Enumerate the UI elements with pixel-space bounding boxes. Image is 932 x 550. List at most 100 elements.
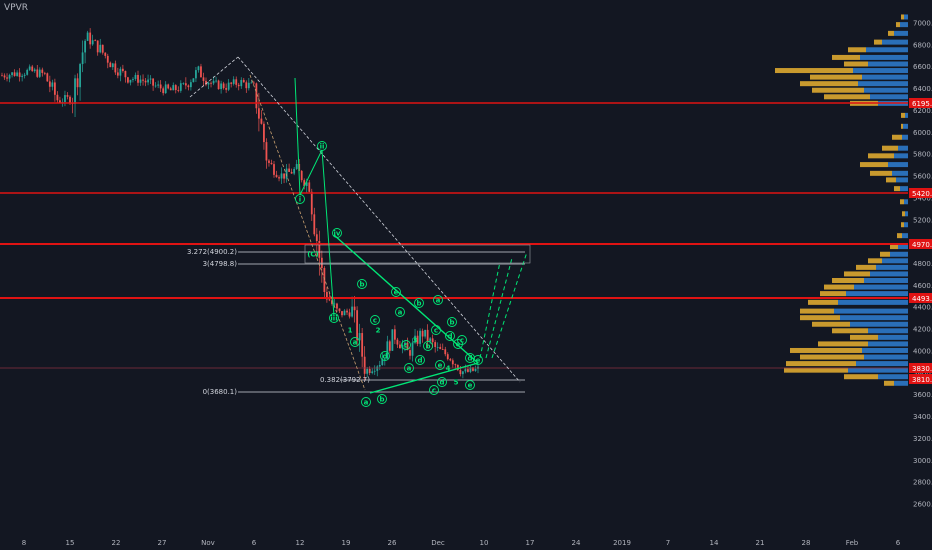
candle-body <box>242 79 245 83</box>
vp-bar-up <box>870 94 908 100</box>
vp-bar-up <box>905 211 908 217</box>
candle-body <box>260 118 263 124</box>
candle-body <box>48 81 51 87</box>
vp-bar-down <box>886 177 896 183</box>
price-axis[interactable]: 7000.0 6800.0 6600.0 6400.0 6200.0 6000.0 5800… <box>913 19 932 508</box>
candle-body <box>288 168 291 172</box>
vp-bar-down <box>824 284 854 290</box>
indicator-label[interactable]: VPVR <box>4 3 28 13</box>
vp-bar-down <box>900 199 904 205</box>
vp-bar-up <box>905 112 908 118</box>
x-tick-label: 8 <box>22 539 26 547</box>
vp-bar-up <box>902 233 908 239</box>
vp-bar-up <box>850 321 908 327</box>
y-tick-label: 6200.0 <box>913 107 932 115</box>
x-tick-label: 7 <box>666 539 670 547</box>
vp-bar-up <box>846 291 908 297</box>
vp-bar-down <box>820 291 846 297</box>
vp-bar-up <box>900 186 908 192</box>
fib-lines: 3.272(4900.2) 3(4798.8) 0.382(3792.7) 0(… <box>187 248 525 396</box>
vp-bar-up <box>840 315 908 321</box>
candle-body <box>441 349 444 350</box>
x-tick-label: 28 <box>802 539 811 547</box>
candle-body <box>114 63 117 73</box>
candle-body <box>356 310 359 341</box>
vp-bar-up <box>864 354 908 360</box>
candle-body <box>449 359 452 361</box>
candle-body <box>371 371 374 373</box>
candle-body <box>96 40 99 53</box>
candle-body <box>373 370 376 372</box>
candle-body <box>366 368 369 374</box>
vp-bar-down <box>812 87 864 93</box>
candle-body <box>331 300 333 304</box>
vp-bar-down <box>850 334 878 340</box>
candle-body <box>121 68 124 72</box>
y-tick-label: 4800.0 <box>913 260 932 268</box>
candle-body <box>265 142 268 161</box>
time-axis[interactable]: 8 15 22 27 Nov 6 12 19 26 Dec 10 17 24 2019 7 14 21 28 Feb… <box>22 539 901 547</box>
vp-bar-down <box>800 315 840 321</box>
candle-body <box>36 69 39 77</box>
candle-body <box>137 74 139 83</box>
candle-body <box>89 32 92 45</box>
wave-label: b <box>425 343 430 351</box>
vp-bar-down <box>880 251 890 257</box>
y-tick-label: 6800.0 <box>913 41 932 49</box>
candle-body <box>132 78 134 80</box>
vp-bar-up <box>904 14 908 20</box>
candle-body <box>454 364 457 366</box>
vp-bar-up <box>903 123 908 129</box>
vp-bar-down <box>874 39 882 45</box>
candle-body <box>1 75 3 77</box>
wave-label-circle <box>457 335 467 345</box>
candle-body <box>399 344 401 349</box>
price-tag-current-text: 3830.0 <box>912 365 932 373</box>
x-tick-label: 6 <box>252 539 257 547</box>
vp-bar-down <box>844 61 868 67</box>
candle-body <box>325 291 328 300</box>
candle-body <box>6 77 8 79</box>
candle-body <box>429 338 432 342</box>
candle-body <box>444 349 447 355</box>
candle-body <box>252 82 255 84</box>
candle-body <box>431 338 434 343</box>
level-tag-5420-text: 5420.0 <box>912 190 932 198</box>
vp-bar-down <box>860 162 888 168</box>
vp-bar-down <box>902 211 905 217</box>
candle-body <box>421 330 424 337</box>
wave-label-circle <box>317 141 327 151</box>
candle-body <box>388 341 391 351</box>
trend-line-c <box>249 74 366 391</box>
wave-label-circle <box>414 298 424 308</box>
candle-body <box>41 69 44 73</box>
vp-bar-down <box>786 361 856 367</box>
vp-bar-down <box>884 380 894 386</box>
x-tick-label: 15 <box>66 539 75 547</box>
x-tick-label: Dec <box>431 539 445 547</box>
candle-body <box>419 330 421 344</box>
price-tag-current <box>909 363 932 373</box>
vp-bar-up <box>892 170 908 176</box>
wave-line-1 <box>294 77 301 196</box>
y-tick-label: 5600.0 <box>913 173 932 181</box>
y-tick-label: 3200.0 <box>913 435 932 443</box>
candle-body <box>172 85 175 91</box>
candle-body <box>127 77 129 83</box>
candle-body <box>184 83 187 86</box>
candle-body <box>3 75 6 78</box>
candle-body <box>177 90 180 91</box>
candle-body <box>451 360 454 365</box>
candle-body <box>227 82 230 90</box>
y-tick-label: 3400.0 <box>913 413 932 421</box>
candle-body <box>182 83 185 85</box>
candle-body <box>393 329 396 340</box>
candle-body <box>23 74 26 76</box>
vp-bar-up <box>868 341 908 347</box>
wave-label: b <box>449 319 454 327</box>
candle-body <box>456 364 459 371</box>
candle-body <box>147 79 149 83</box>
x-tick-label: 21 <box>756 539 765 547</box>
fib-label-3272: 3.272(4900.2) <box>187 248 237 256</box>
